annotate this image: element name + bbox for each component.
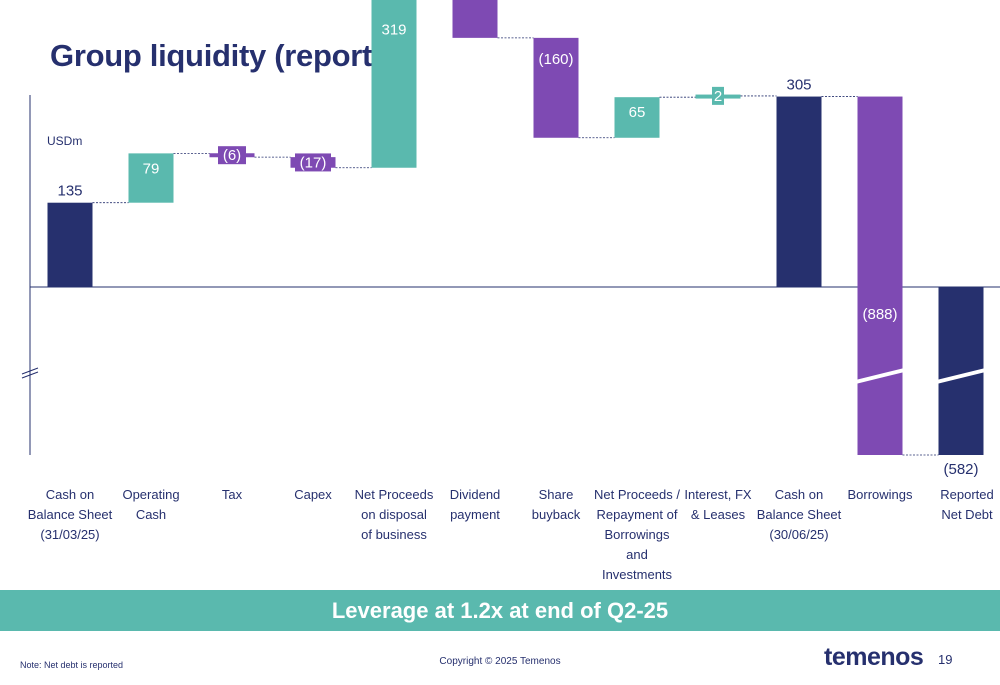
category-label: Borrowings: [847, 487, 913, 502]
bar: [128, 153, 174, 203]
value-label: (6): [223, 147, 241, 164]
value-label: 135: [57, 183, 82, 200]
bar-break-mark: [932, 367, 990, 385]
bar: [452, 0, 498, 38]
bar: [614, 97, 660, 138]
bar: [776, 96, 822, 287]
category-label: Capex: [294, 487, 332, 502]
bar: [371, 0, 417, 168]
value-label: 2: [714, 88, 722, 105]
value-label: (17): [300, 154, 327, 171]
value-label-bg: [218, 146, 246, 165]
unit-label: USDm: [47, 134, 83, 148]
category-label: Cash on Balance Sheet (31/03/25): [27, 487, 113, 542]
value-label: 319: [381, 22, 406, 39]
category-label: Net Proceeds on disposal of business: [354, 487, 434, 542]
bar-break-mark: [851, 367, 909, 385]
category-label: Net Proceeds / Repayment of Borrowings a…: [594, 487, 680, 582]
bar: [533, 37, 579, 138]
value-label: (160): [538, 51, 573, 68]
category-label: Share buyback: [531, 487, 581, 522]
value-label: (582): [943, 461, 978, 478]
value-label: 65: [629, 104, 646, 121]
value-label: (888): [862, 306, 897, 323]
axis-break-mark: [21, 371, 39, 379]
axis-break-mark: [21, 367, 39, 375]
copyright: Copyright © 2025 Temenos: [439, 656, 561, 667]
bar: [47, 202, 93, 287]
category-label: Dividend payment: [449, 487, 501, 522]
value-label: 305: [786, 77, 811, 94]
category-label: Cash on Balance Sheet (30/06/25): [756, 487, 842, 542]
footnote: Note: Net debt is reported: [20, 660, 124, 670]
page-title: Group liquidity (reported): [50, 38, 418, 73]
value-label-bg: [295, 153, 331, 172]
bar: [857, 96, 903, 456]
temenos-logo: temenos: [824, 643, 924, 671]
category-label: Tax: [221, 487, 243, 502]
page-number: 19: [938, 652, 953, 667]
leverage-banner: Leverage at 1.2x at end of Q2-25: [0, 590, 1000, 631]
value-label: 79: [143, 160, 160, 177]
waterfall-chart: 13579(6)(17)319(111)(160)652305(888)(582…: [21, 0, 1000, 478]
category-label: Interest, FX & Leases: [684, 487, 752, 522]
value-label-bg: [712, 86, 724, 105]
category-label: Reported Net Debt: [940, 487, 994, 522]
category-label: Operating Cash: [122, 487, 180, 522]
